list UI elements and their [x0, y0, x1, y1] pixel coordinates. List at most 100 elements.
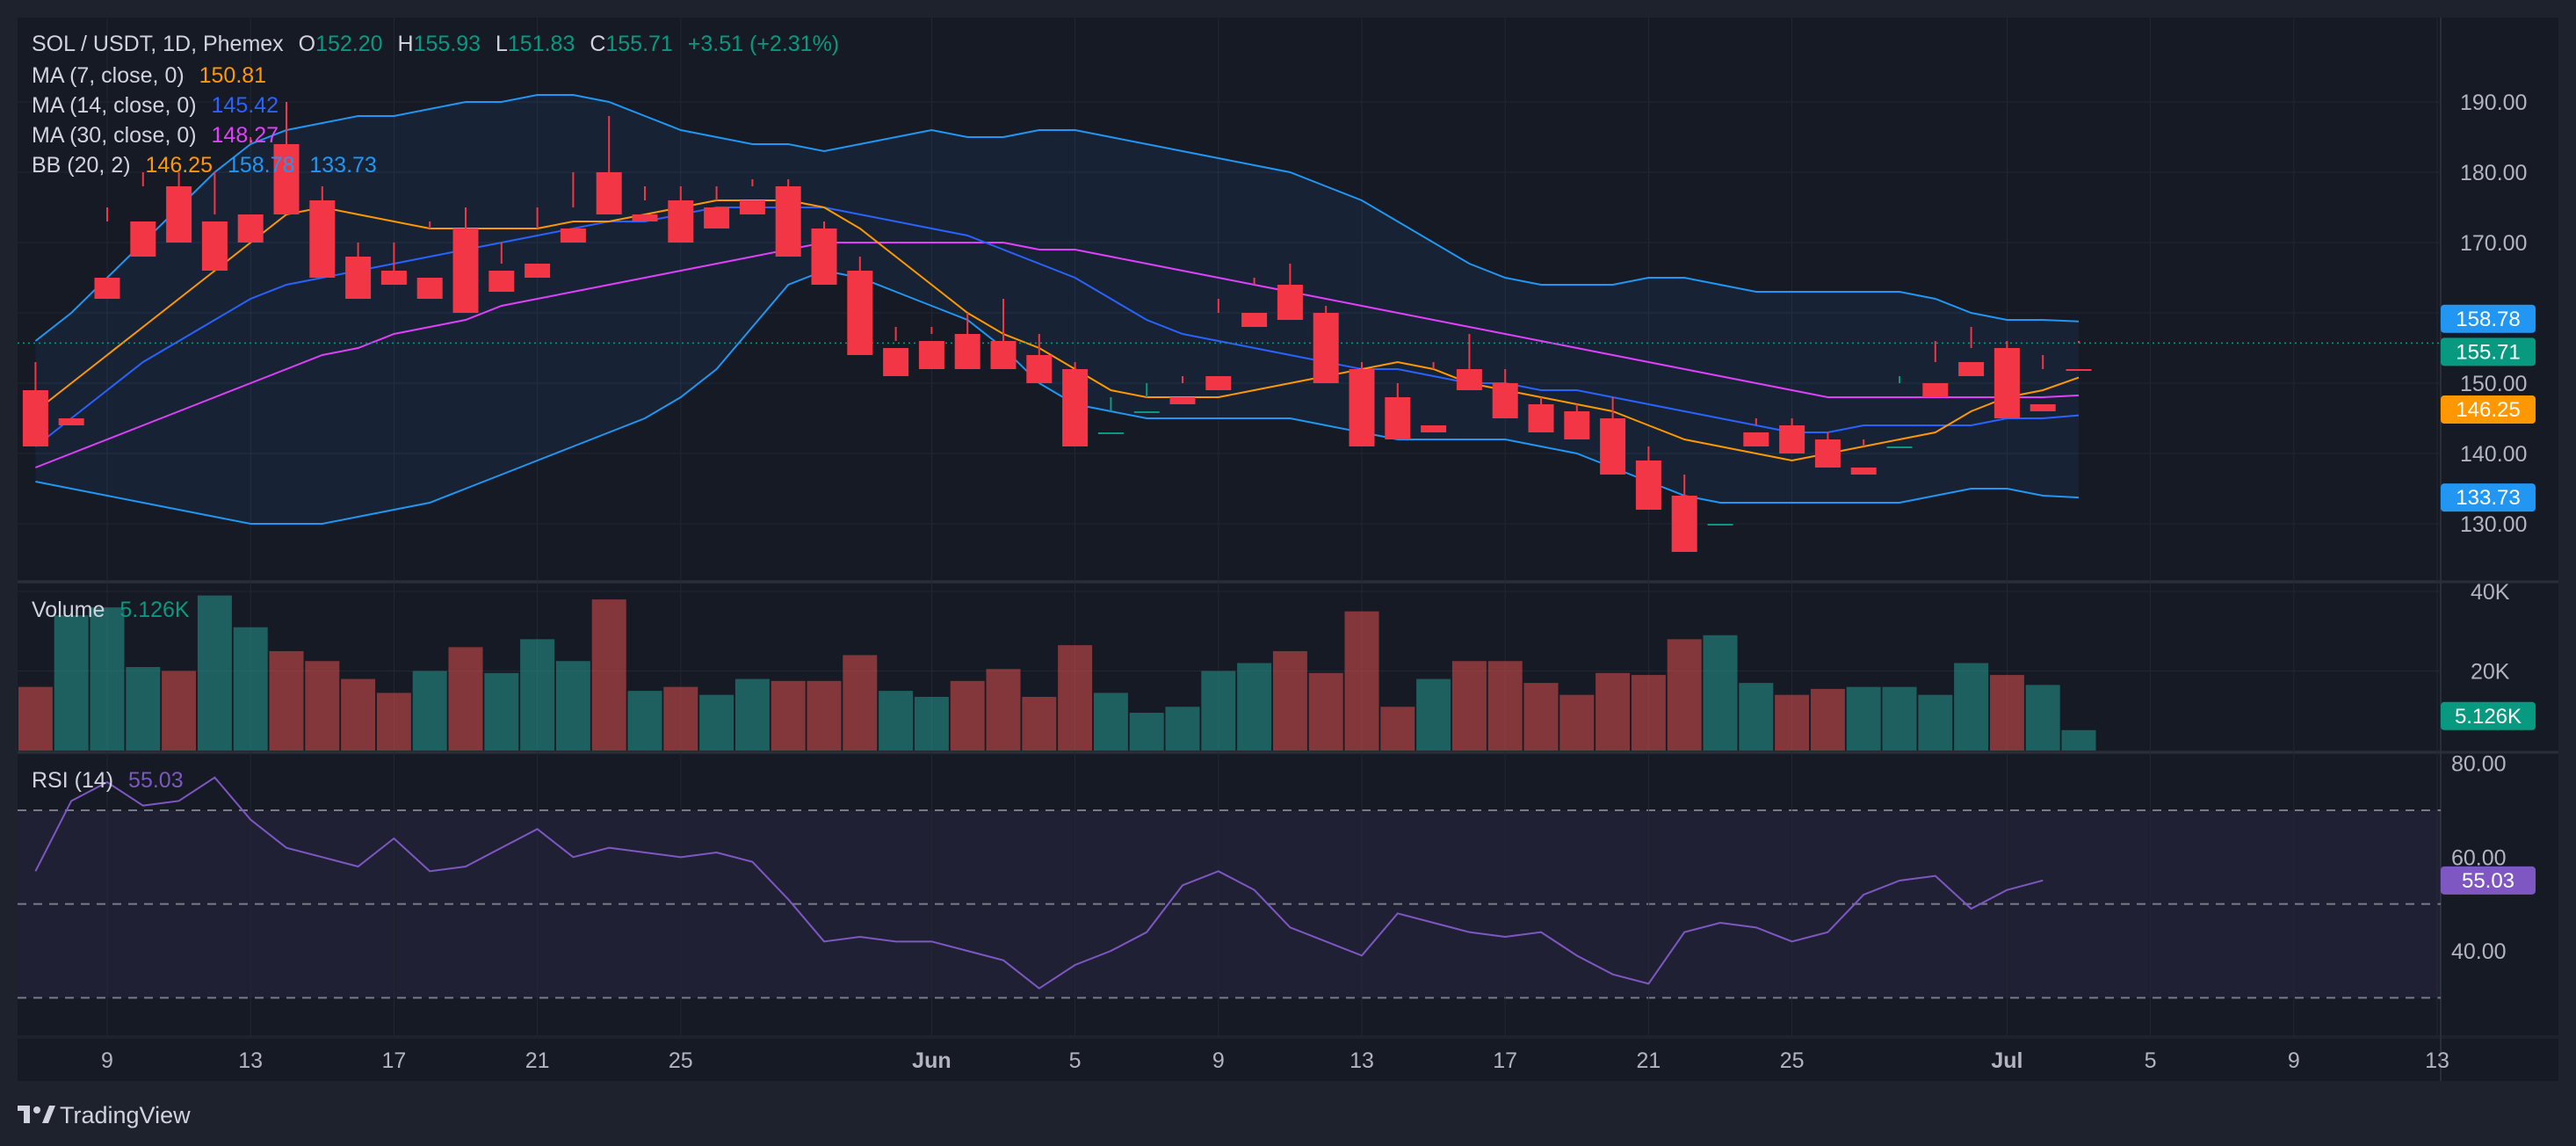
- rsi-badge: [2441, 866, 2536, 895]
- volume-series: [18, 595, 2096, 751]
- candle-body: [883, 348, 909, 376]
- time-tick-label: 25: [1780, 1048, 1805, 1073]
- bb-basis-badge-text: 146.25: [2456, 398, 2520, 422]
- legend-bb[interactable]: BB (20, 2) 146.25 158.78 133.73: [32, 153, 377, 178]
- legend-rsi[interactable]: RSI (14) 55.03: [32, 768, 184, 793]
- volume-bar: [1631, 675, 1666, 751]
- legend-ma14[interactable]: MA (14, close, 0) 145.42: [32, 93, 279, 118]
- volume-bar: [591, 599, 626, 751]
- candle-body: [1241, 313, 1268, 327]
- time-tick-label: Jun: [912, 1048, 951, 1073]
- volume-bar: [1272, 650, 1307, 751]
- rsi-pane[interactable]: [18, 754, 2441, 1035]
- volume-bar: [233, 627, 268, 751]
- ma30-line: [35, 242, 2080, 468]
- bb-lower-badge: [2441, 483, 2536, 512]
- price-scale[interactable]: [2441, 18, 2558, 1035]
- candle-body: [1133, 411, 1160, 413]
- price-tick-label: 130.00: [2460, 512, 2527, 537]
- volume-tick-label: 40K: [2471, 580, 2510, 605]
- candle-body: [1564, 411, 1590, 439]
- volume-bar: [341, 678, 376, 751]
- candle-body: [1205, 376, 1232, 390]
- volume-bar: [1989, 675, 2024, 751]
- volume-tick-label: 20K: [2471, 660, 2510, 685]
- time-tick-label: 13: [2425, 1048, 2449, 1073]
- volume-bar: [734, 678, 770, 751]
- candle-body: [2066, 369, 2092, 371]
- candle-body: [954, 334, 980, 369]
- candle-body: [1671, 496, 1697, 552]
- candle-body: [1421, 425, 1447, 432]
- volume-bar: [412, 671, 447, 751]
- candle-body: [416, 278, 443, 299]
- candle-body: [1026, 355, 1053, 383]
- candle-body: [488, 271, 515, 292]
- price-tick-label: 140.00: [2460, 442, 2527, 467]
- volume-bar: [1846, 686, 1881, 751]
- legend-volume[interactable]: Volume 5.126K: [32, 598, 190, 622]
- candle-body: [560, 228, 586, 243]
- volume-bar: [699, 694, 734, 751]
- rsi-badge-text: 55.03: [2462, 869, 2514, 893]
- chart-legend: SOL / USDT, 1D, Phemex O152.20 H155.93 L…: [32, 32, 839, 793]
- bb-upper-badge-text: 158.78: [2456, 308, 2520, 331]
- bb-basis-badge: [2441, 395, 2536, 424]
- candle-body: [1886, 446, 1913, 448]
- last-price-badge: [2441, 337, 2536, 366]
- time-tick-label: 9: [2288, 1048, 2300, 1073]
- volume-bar: [1165, 707, 1200, 751]
- price-tick-label: 180.00: [2460, 161, 2527, 185]
- price-badges: 158.78 155.71 146.25 133.73 5.126K 55.03: [2441, 304, 2536, 895]
- candle-body: [847, 271, 873, 355]
- volume-bar: [1918, 694, 1953, 751]
- volume-bar: [1093, 693, 1128, 751]
- volume-bar: [1703, 635, 1738, 751]
- volume-bar: [771, 680, 806, 751]
- volume-bar: [555, 661, 590, 751]
- volume-bar: [1559, 694, 1595, 751]
- legend-ma7[interactable]: MA (7, close, 0) 150.81: [32, 63, 266, 88]
- candle-body: [1313, 313, 1339, 383]
- candle-body: [1635, 461, 1661, 510]
- volume-bar: [986, 669, 1021, 751]
- candle-body: [918, 341, 944, 369]
- last-price-badge-text: 155.71: [2456, 340, 2520, 364]
- candle-body: [309, 200, 336, 278]
- time-scale[interactable]: [18, 1039, 2441, 1081]
- volume-bar: [1596, 672, 1631, 751]
- tradingview-logo[interactable]: TradingView: [18, 1102, 191, 1128]
- price-tick-label: 190.00: [2460, 91, 2527, 115]
- candle-body: [525, 264, 551, 278]
- volume-bar: [2025, 685, 2060, 751]
- volume-bar: [162, 671, 197, 751]
- volume-bar: [1344, 611, 1379, 751]
- bb-upper-badge: [2441, 304, 2536, 333]
- volume-bar: [950, 680, 985, 751]
- candle-body: [1707, 524, 1733, 526]
- candle-body: [1277, 285, 1303, 320]
- candle-body: [1814, 439, 1841, 468]
- rsi-tick-label: 80.00: [2451, 752, 2507, 777]
- time-tick-label: 17: [1493, 1048, 1517, 1073]
- volume-bar: [663, 686, 698, 751]
- scale-corner: [2441, 1039, 2558, 1081]
- candle-body: [1922, 383, 1949, 397]
- candle-body: [58, 418, 84, 425]
- price-change: +3.51 (+2.31%): [688, 32, 839, 56]
- candle-body: [94, 278, 120, 299]
- volume-bar: [1237, 663, 1272, 751]
- volume-badge-text: 5.126K: [2455, 705, 2522, 729]
- candle-body: [273, 144, 300, 214]
- time-tick-label: 21: [525, 1048, 550, 1073]
- candle-body: [1779, 425, 1805, 453]
- volume-bar: [1810, 688, 1845, 751]
- candle-body: [201, 221, 228, 271]
- brand-name: TradingView: [60, 1102, 191, 1128]
- legend-header[interactable]: SOL / USDT, 1D, Phemex O152.20 H155.93 L…: [32, 32, 839, 56]
- candle-body: [1349, 369, 1375, 446]
- rsi-tick-label: 40.00: [2451, 939, 2507, 964]
- legend-ma30[interactable]: MA (30, close, 0) 148.27: [32, 123, 279, 148]
- candle-body: [1850, 468, 1877, 475]
